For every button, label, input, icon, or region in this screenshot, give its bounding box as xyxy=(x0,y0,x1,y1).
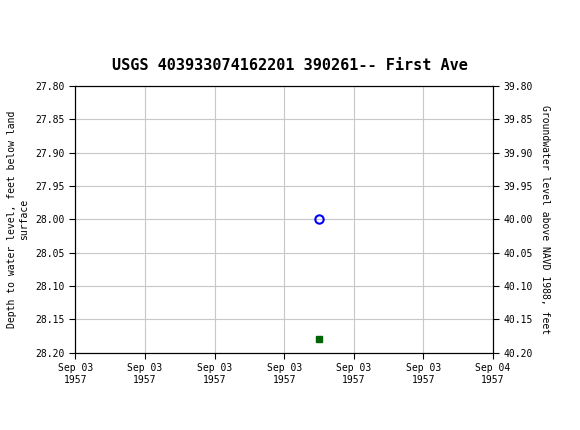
Y-axis label: Depth to water level, feet below land
surface: Depth to water level, feet below land su… xyxy=(7,111,28,328)
Y-axis label: Groundwater level above NAVD 1988, feet: Groundwater level above NAVD 1988, feet xyxy=(540,105,550,334)
Text: █USGS: █USGS xyxy=(12,13,78,39)
Text: USGS 403933074162201 390261-- First Ave: USGS 403933074162201 390261-- First Ave xyxy=(112,58,468,73)
